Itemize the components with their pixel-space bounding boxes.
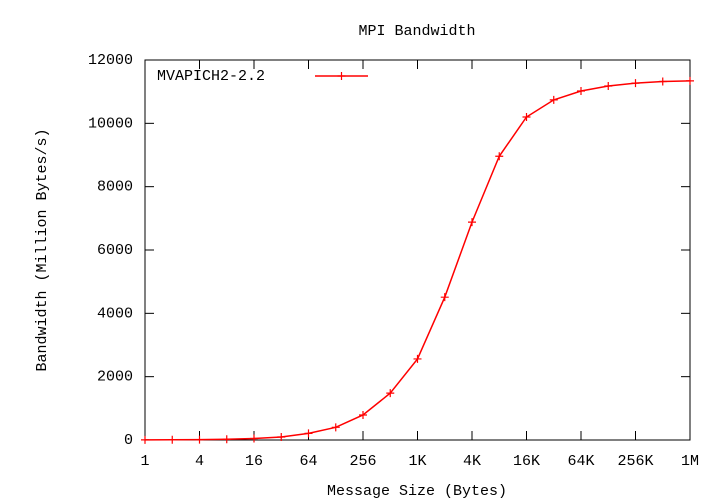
x-tick-label: 64 [299,453,317,470]
point-marker [250,434,258,443]
point-marker [195,435,204,444]
x-axis-label: Message Size (Bytes) [327,483,507,500]
point-marker [631,79,640,88]
point-marker [468,218,476,227]
point-marker [359,410,367,419]
y-tick-label: 10000 [88,115,133,132]
point-marker [495,152,504,161]
x-tick-label: 1K [408,453,426,470]
point-marker [386,389,395,398]
legend-label: MVAPICH2-2.2 [157,68,265,85]
x-tick-label: 16 [245,453,263,470]
legend-marker [337,72,346,80]
y-tick-label: 8000 [97,179,133,196]
point-marker [222,435,231,444]
point-marker [549,95,558,104]
point-marker [440,293,449,302]
x-tick-label: 1 [140,453,149,470]
y-tick-label: 6000 [97,242,133,259]
x-tick-label: 256K [617,453,653,470]
point-marker [522,113,531,121]
x-tick-label: 1M [681,453,699,470]
x-tick-label: 256 [349,453,376,470]
point-marker [658,77,667,86]
point-marker [168,435,177,444]
point-marker [604,81,613,90]
point-marker [577,87,585,96]
point-marker [413,354,422,363]
y-tick-label: 4000 [97,305,133,322]
point-marker [331,423,340,432]
point-marker [141,435,149,444]
y-tick-label: 0 [124,432,133,449]
point-marker [277,432,286,441]
x-tick-label: 16K [513,453,540,470]
y-tick-label: 12000 [88,52,133,69]
x-tick-label: 4K [463,453,481,470]
y-tick-label: 2000 [97,369,133,386]
point-marker [686,76,694,85]
chart-title: MPI Bandwidth [358,23,475,40]
y-axis-label: Bandwidth (Million Bytes/s) [34,128,51,371]
x-tick-label: 64K [567,453,594,470]
point-marker [304,429,313,438]
x-tick-label: 4 [195,453,204,470]
